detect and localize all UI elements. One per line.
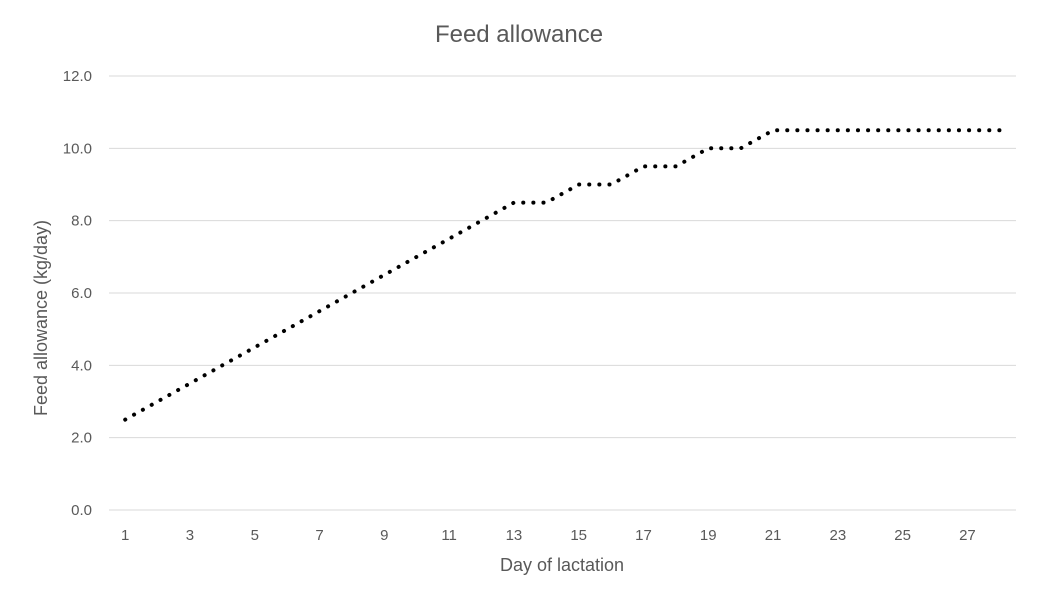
gridlines [109,75,1016,511]
y-tick-label: 0.0 [71,502,92,519]
chart-title: Feed allowance [435,21,603,48]
x-tick-label: 17 [635,527,652,544]
y-axis-ticks: 0.0 2.0 4.0 6.0 8.0 10.0 12.0 [63,68,92,519]
y-axis-label: Feed allowance (kg/day) [31,220,51,416]
x-tick-label: 15 [570,527,587,544]
y-tick-label: 6.0 [71,285,92,302]
x-tick-label: 1 [121,527,129,544]
x-tick-label: 7 [315,527,323,544]
y-tick-label: 12.0 [63,68,92,85]
y-tick-label: 10.0 [63,140,92,157]
x-axis-ticks: 1 3 5 7 9 11 13 15 17 19 21 23 25 27 [121,527,976,544]
x-tick-label: 3 [186,527,194,544]
y-tick-label: 2.0 [71,430,92,447]
y-tick-label: 4.0 [71,357,92,374]
x-tick-label: 9 [380,527,388,544]
y-tick-label: 8.0 [71,213,92,230]
x-tick-label: 25 [894,527,911,544]
x-tick-label: 19 [700,527,717,544]
x-tick-label: 5 [251,527,259,544]
x-tick-label: 21 [765,527,782,544]
series-line [123,128,1002,422]
x-axis-label: Day of lactation [500,555,624,575]
series-line-path [123,128,1002,422]
x-tick-label: 27 [959,527,976,544]
x-tick-label: 13 [506,527,523,544]
x-tick-label: 23 [829,527,846,544]
x-tick-label: 11 [441,527,457,544]
